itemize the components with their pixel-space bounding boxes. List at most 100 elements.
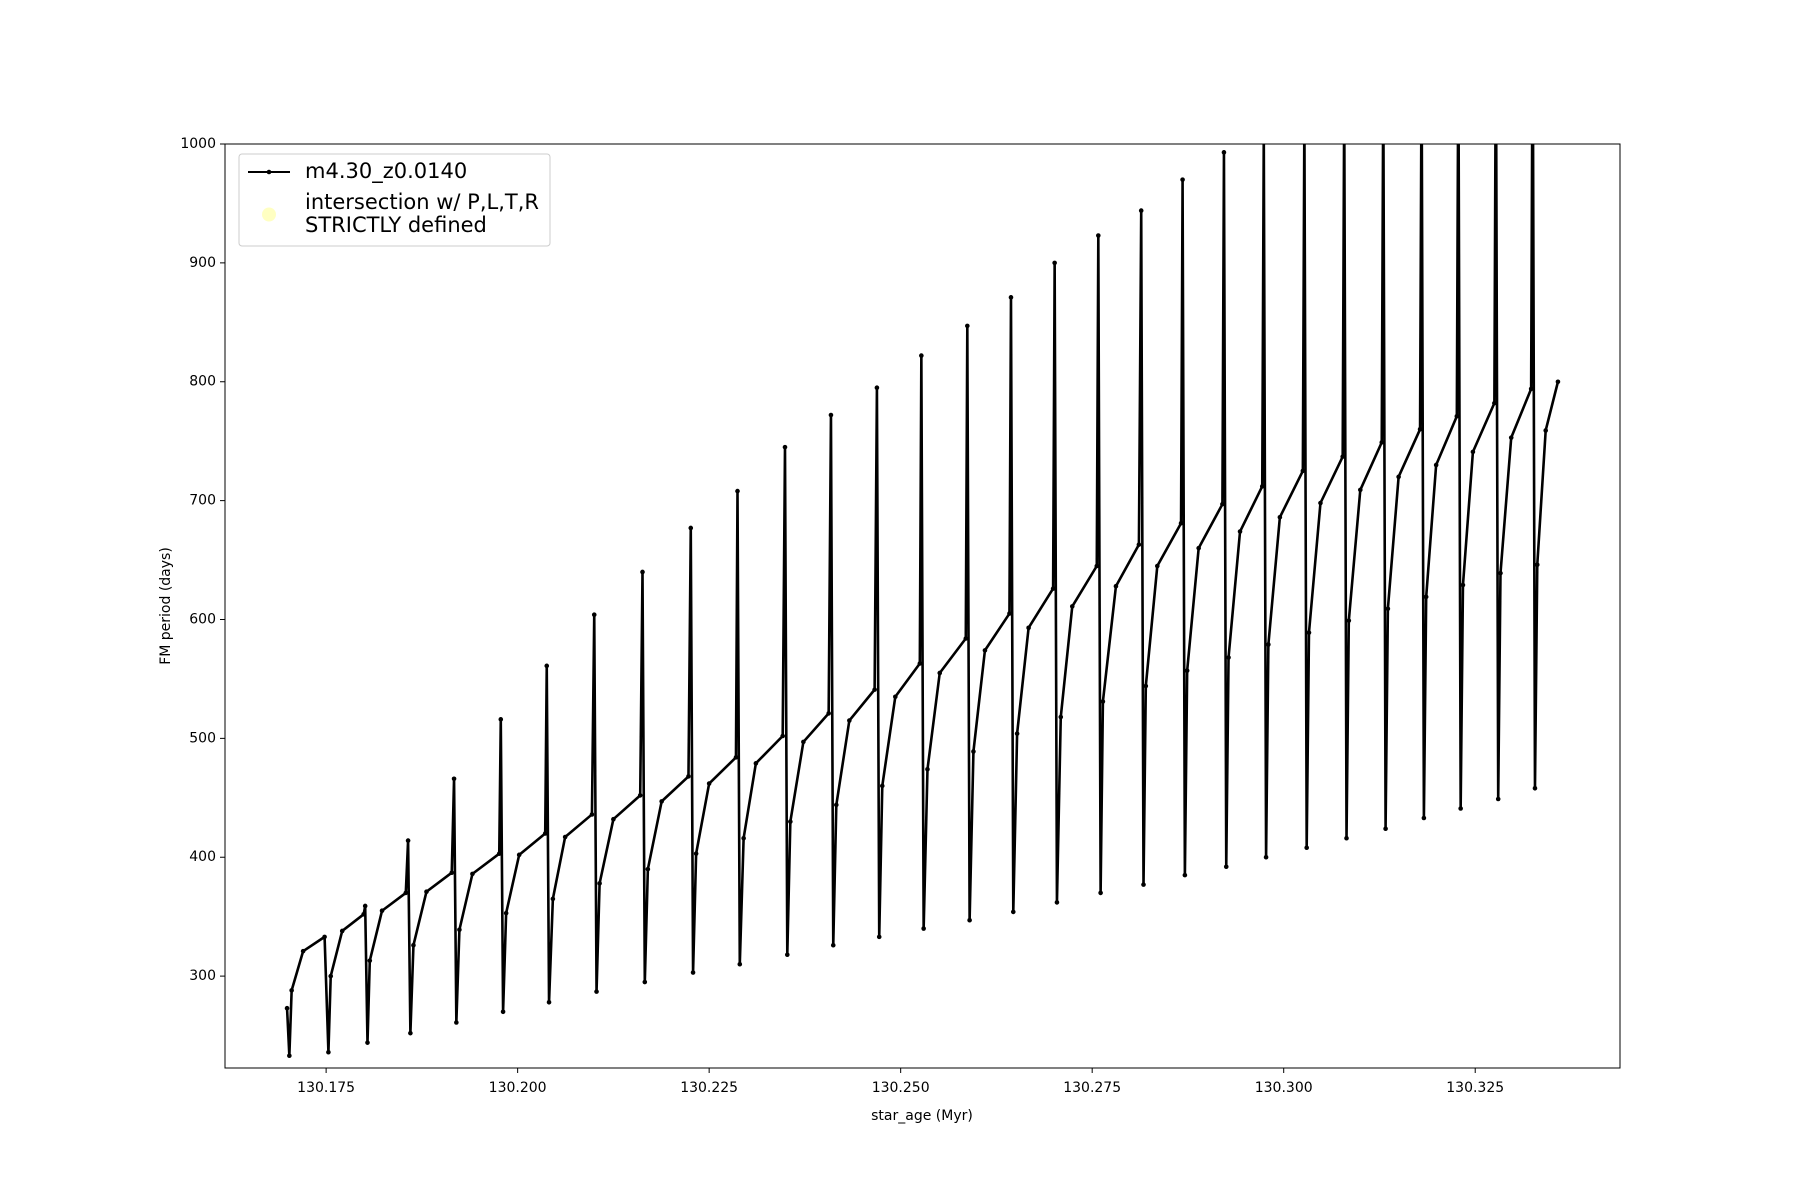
data-point bbox=[1396, 474, 1401, 480]
y-tick-label: 700 bbox=[189, 493, 216, 509]
data-point bbox=[1383, 826, 1388, 832]
data-point bbox=[1184, 668, 1190, 673]
y-tick-label: 500 bbox=[189, 730, 216, 746]
data-point bbox=[550, 896, 556, 902]
data-point bbox=[963, 636, 969, 641]
data-point bbox=[287, 1053, 292, 1059]
data-point bbox=[937, 670, 943, 676]
data-point bbox=[645, 866, 651, 872]
data-point bbox=[1098, 890, 1103, 896]
data-point bbox=[405, 838, 411, 843]
data-point bbox=[289, 988, 294, 993]
data-point bbox=[1143, 683, 1149, 689]
data-point bbox=[1346, 618, 1352, 623]
x-tick-label: 130.300 bbox=[1255, 1080, 1313, 1096]
data-point bbox=[1534, 562, 1540, 568]
data-point bbox=[424, 889, 429, 895]
data-point bbox=[1178, 520, 1184, 526]
data-point bbox=[403, 890, 409, 896]
data-point bbox=[1304, 845, 1309, 851]
data-point bbox=[801, 739, 806, 745]
data-point bbox=[919, 353, 924, 358]
data-point bbox=[737, 961, 743, 967]
data-point bbox=[1014, 731, 1020, 736]
data-point bbox=[597, 881, 602, 886]
data-point bbox=[1300, 468, 1306, 474]
data-point bbox=[1555, 379, 1561, 385]
data-point bbox=[780, 733, 785, 739]
legend-frame bbox=[238, 153, 551, 247]
data-point bbox=[686, 774, 691, 779]
data-point bbox=[1263, 854, 1269, 860]
data-point bbox=[1141, 882, 1146, 887]
data-point bbox=[611, 816, 616, 822]
data-point bbox=[640, 569, 645, 575]
data-point bbox=[1495, 796, 1501, 802]
data-point bbox=[544, 663, 550, 669]
data-point bbox=[594, 989, 599, 994]
data-point bbox=[876, 934, 882, 940]
data-point bbox=[828, 412, 834, 418]
data-point bbox=[1113, 583, 1119, 589]
data-point bbox=[411, 942, 416, 948]
legend: m4.30_z0.0140 intersection w/ P,L,T,R STRI… bbox=[238, 153, 551, 247]
data-point bbox=[591, 612, 597, 618]
data-point bbox=[339, 928, 345, 934]
data-point bbox=[1182, 872, 1188, 878]
data-point bbox=[921, 926, 926, 931]
data-point bbox=[1007, 611, 1012, 616]
data-point bbox=[1054, 900, 1060, 905]
data-point bbox=[1096, 233, 1101, 238]
data-point bbox=[1498, 570, 1503, 576]
y-axis-label: FM period (days) bbox=[158, 547, 174, 665]
data-point bbox=[1433, 462, 1439, 468]
data-point bbox=[542, 831, 548, 836]
data-point bbox=[1008, 295, 1014, 300]
data-point bbox=[1220, 501, 1225, 507]
data-point bbox=[562, 834, 568, 840]
plot-area bbox=[284, 144, 1561, 1059]
data-point bbox=[1259, 484, 1265, 489]
data-point bbox=[1379, 440, 1385, 445]
data-point bbox=[753, 761, 759, 766]
data-point bbox=[1306, 630, 1312, 635]
data-point bbox=[1417, 426, 1423, 432]
data-point bbox=[784, 952, 790, 958]
data-point bbox=[470, 871, 475, 877]
legend-marker bbox=[262, 207, 276, 222]
y-tick-label: 400 bbox=[189, 849, 216, 865]
data-point bbox=[741, 835, 746, 841]
data-point bbox=[1010, 909, 1016, 915]
x-tick-label: 130.200 bbox=[489, 1080, 547, 1096]
data-point bbox=[1358, 487, 1363, 493]
data-point bbox=[1136, 542, 1142, 547]
data-point bbox=[847, 718, 852, 723]
data-point bbox=[322, 934, 327, 940]
data-point bbox=[1094, 563, 1100, 569]
data-point bbox=[1226, 655, 1231, 660]
data-point bbox=[893, 694, 898, 700]
data-point bbox=[1344, 835, 1349, 841]
x-tick-label: 130.275 bbox=[1063, 1080, 1121, 1096]
data-point bbox=[1223, 864, 1229, 870]
data-point bbox=[362, 903, 368, 909]
data-point bbox=[1385, 606, 1391, 612]
data-point bbox=[300, 948, 306, 954]
legend-marker bbox=[266, 169, 272, 175]
data-point bbox=[516, 852, 522, 858]
data-point bbox=[1100, 699, 1106, 704]
y-tick-label: 300 bbox=[189, 968, 216, 984]
data-point bbox=[1460, 582, 1466, 588]
y-tick-label: 900 bbox=[189, 255, 216, 271]
data-point bbox=[451, 776, 457, 782]
data-point bbox=[1069, 604, 1075, 609]
data-point bbox=[1421, 815, 1427, 821]
data-point bbox=[690, 970, 696, 975]
data-point bbox=[965, 323, 970, 329]
x-axis-label: star_age (Myr) bbox=[871, 1108, 973, 1124]
data-point bbox=[659, 799, 664, 804]
data-point bbox=[830, 942, 836, 948]
data-point bbox=[328, 973, 334, 979]
data-point bbox=[971, 749, 976, 754]
